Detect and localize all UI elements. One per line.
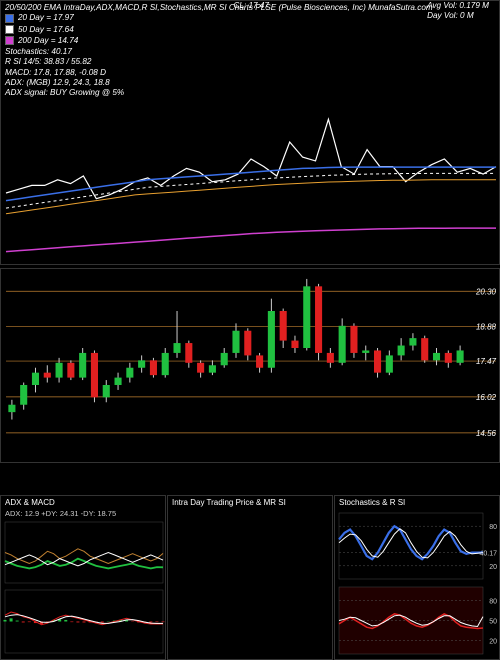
swatch-50 xyxy=(5,25,14,34)
svg-text:20.30: 20.30 xyxy=(475,287,497,296)
svg-text:17.47: 17.47 xyxy=(476,357,497,366)
adx-signal: ADX signal: BUY Growing @ 5% xyxy=(5,88,495,98)
svg-text:80: 80 xyxy=(489,598,497,605)
cl-label: CL: 17.47 xyxy=(233,1,269,11)
candlestick-chart: 20.30 18.88 17.47 16.02 14.56 xyxy=(0,268,500,463)
main-price-chart: 20/50/200 EMA IntraDay,ADX,MACD,R SI,Sto… xyxy=(0,0,500,265)
intraday-panel: Intra Day Trading Price & MR SI xyxy=(167,495,333,660)
svg-text:18.88: 18.88 xyxy=(476,322,497,331)
adx-macd-panel: ADX & MACD ADX: 12.9 +DY: 24.31 -DY: 18.… xyxy=(0,495,166,660)
chart-container: 20/50/200 EMA IntraDay,ADX,MACD,R SI,Sto… xyxy=(0,0,500,660)
stoch-rsi-panel: Stochastics & R SI 8040.1720805020 xyxy=(334,495,500,660)
svg-text:50: 50 xyxy=(489,619,497,626)
sub2-svg xyxy=(168,509,334,659)
sub1-title: ADX & MACD xyxy=(1,496,165,509)
svg-text:14.56: 14.56 xyxy=(476,429,497,438)
rsi-label: R SI 14/5: 38.83 / 55.82 xyxy=(5,57,495,67)
svg-text:20: 20 xyxy=(489,639,497,646)
sma20-label: 20 Day = 17.97 xyxy=(18,13,74,23)
adx-label: ADX: (MGB) 12.9, 24.3, 18.8 xyxy=(5,78,110,88)
stoch-label: Stochastics: 40.17 xyxy=(5,47,495,57)
svg-text:16.02: 16.02 xyxy=(476,393,497,402)
sub2-title: Intra Day Trading Price & MR SI xyxy=(168,496,332,509)
macd-label: MACD: 17.8, 17.88, -0.08 D xyxy=(5,68,495,78)
avgvol-label: Avg Vol: 0.179 M xyxy=(427,1,489,11)
sma50-label: 50 Day = 17.64 xyxy=(18,25,74,35)
svg-text:80: 80 xyxy=(489,524,497,531)
sub1-info: ADX: 12.9 +DY: 24.31 -DY: 18.75 xyxy=(1,509,165,518)
swatch-20 xyxy=(5,14,14,23)
swatch-200 xyxy=(5,36,14,45)
sma200-label: 200 Day = 14.74 xyxy=(18,36,78,46)
dayvol-label: Day Vol: 0 M xyxy=(427,11,489,21)
svg-text:20: 20 xyxy=(489,564,497,571)
sub3-title: Stochastics & R SI xyxy=(335,496,499,509)
sub1-svg xyxy=(1,518,167,658)
chart-header: 20/50/200 EMA IntraDay,ADX,MACD,R SI,Sto… xyxy=(1,1,499,81)
sub3-svg: 8040.1720805020 xyxy=(335,509,500,659)
candle-svg: 20.30 18.88 17.47 16.02 14.56 xyxy=(1,269,500,464)
